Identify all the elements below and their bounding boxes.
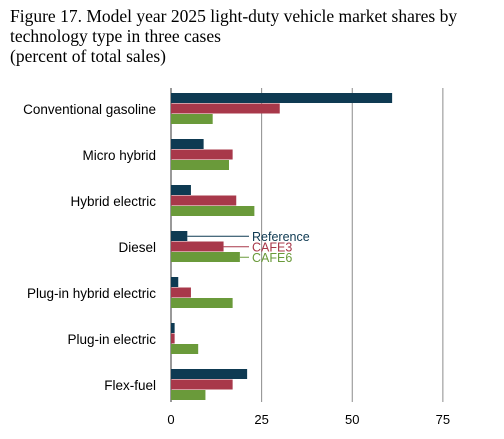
category-labels: Conventional gasoline Micro hybrid Hybrid …: [23, 102, 156, 393]
bar-1-cafe3: [171, 149, 233, 160]
bar-0-cafe3: [171, 103, 280, 114]
category-label-3: Diesel: [118, 240, 156, 255]
bar-6-cafe6: [171, 390, 206, 400]
x-tick-25: 25: [254, 412, 268, 427]
page-title: Figure 17. Model year 2025 light-duty ve…: [10, 6, 500, 66]
bar-6-cafe3: [171, 379, 233, 390]
bar-2-cafe3: [171, 195, 237, 206]
bar-0-cafe6: [171, 114, 213, 124]
title-line-1: Figure 17. Model year 2025 light-duty ve…: [10, 6, 458, 26]
x-tick-50: 50: [345, 412, 359, 427]
bar-3-reference: [171, 231, 188, 241]
bar-4-reference: [171, 277, 179, 287]
bar-3-cafe6: [171, 252, 240, 262]
x-tick-labels: 0 25 50 75: [167, 412, 450, 427]
bar-5-cafe6: [171, 344, 199, 354]
legend-label-cafe6: CAFE6: [252, 251, 292, 265]
category-label-0: Conventional gasoline: [23, 102, 156, 117]
category-label-5: Plug-in electric: [67, 332, 156, 347]
x-tick-75: 75: [436, 412, 450, 427]
bar-6-reference: [171, 369, 248, 379]
bar-group: [171, 93, 393, 400]
bar-5-reference: [171, 323, 175, 333]
bar-1-reference: [171, 139, 204, 149]
bar-4-cafe3: [171, 287, 191, 298]
bar-2-cafe6: [171, 206, 255, 216]
category-label-2: Hybrid electric: [70, 194, 156, 209]
title-line-2: technology type in three cases: [10, 26, 221, 46]
legend-label-cafe3: CAFE3: [252, 240, 292, 254]
category-label-6: Flex-fuel: [104, 378, 156, 393]
bar-5-cafe3: [171, 333, 175, 344]
bar-1-cafe6: [171, 160, 229, 170]
title-line-3: (percent of total sales): [10, 46, 166, 66]
legend-label-reference: Reference: [252, 230, 310, 244]
category-label-4: Plug-in hybrid electric: [27, 286, 156, 301]
bar-2-reference: [171, 185, 191, 195]
bar-3-cafe3: [171, 241, 224, 252]
bar-4-cafe6: [171, 298, 233, 308]
x-tick-0: 0: [167, 412, 174, 427]
bar-0-reference: [171, 93, 393, 103]
category-label-1: Micro hybrid: [82, 148, 156, 163]
